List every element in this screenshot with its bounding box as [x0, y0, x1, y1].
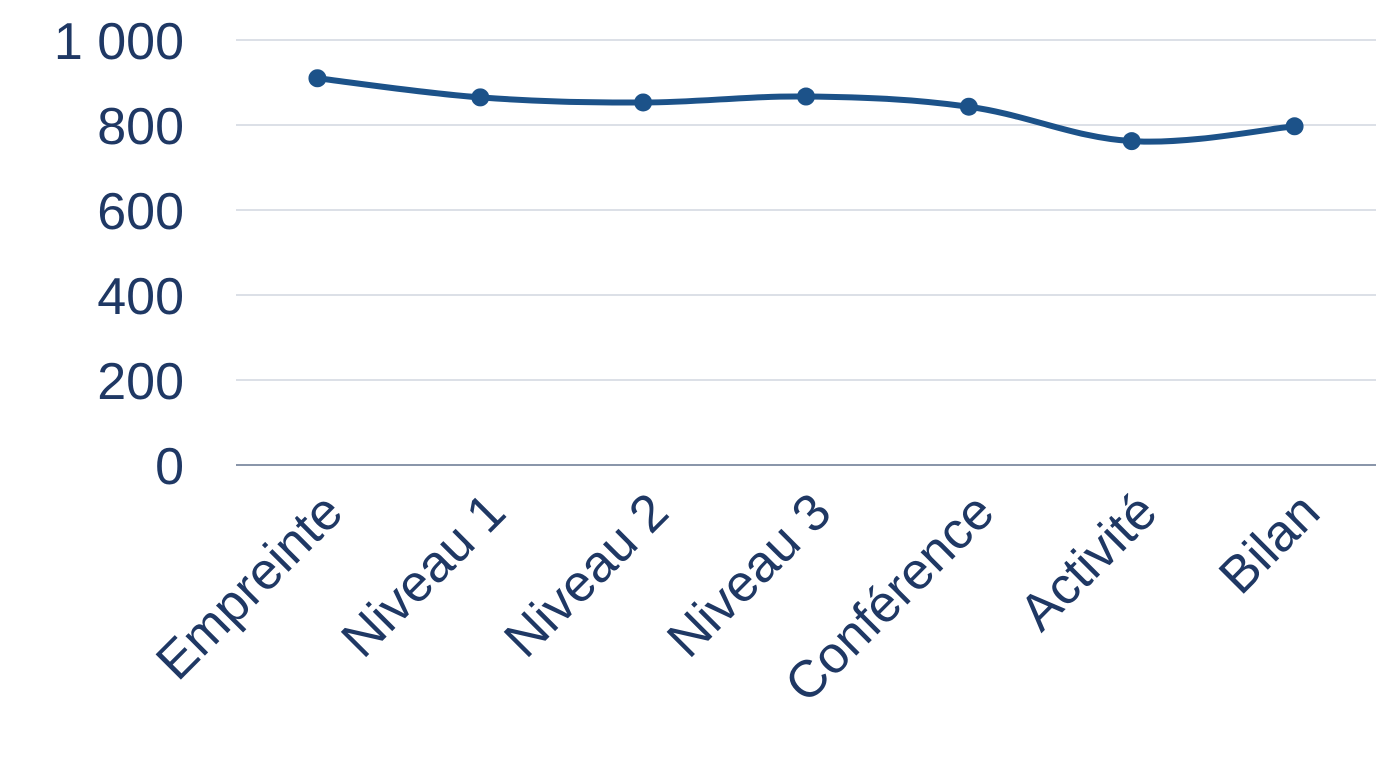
y-tick-label: 400	[97, 268, 184, 326]
data-point-empreinte	[308, 69, 327, 88]
y-tick-label: 800	[97, 98, 184, 156]
y-tick-label: 1 000	[54, 13, 184, 71]
x-tick-label: Empreinte	[145, 482, 354, 691]
data-point-conf-rence	[959, 97, 978, 116]
y-tick-label: 600	[97, 183, 184, 241]
y-tick-label: 200	[97, 353, 184, 411]
y-axis-tick-labels: 0 200 400 600 800 1 000	[54, 13, 184, 496]
data-point-activit-	[1122, 132, 1141, 151]
x-tick-label: Bilan	[1208, 482, 1331, 605]
x-tick-label: Niveau 1	[331, 482, 517, 668]
x-tick-label: Activité	[1009, 482, 1169, 642]
data-point-niveau-2	[634, 93, 653, 112]
series-layer	[308, 69, 1304, 151]
data-point-niveau-3	[797, 87, 815, 106]
x-tick-label: Niveau 2	[493, 482, 679, 668]
data-point-bilan	[1285, 117, 1304, 136]
y-tick-label: 0	[155, 438, 184, 496]
gridlines	[236, 39, 1376, 466]
data-point-niveau-1	[471, 88, 490, 107]
